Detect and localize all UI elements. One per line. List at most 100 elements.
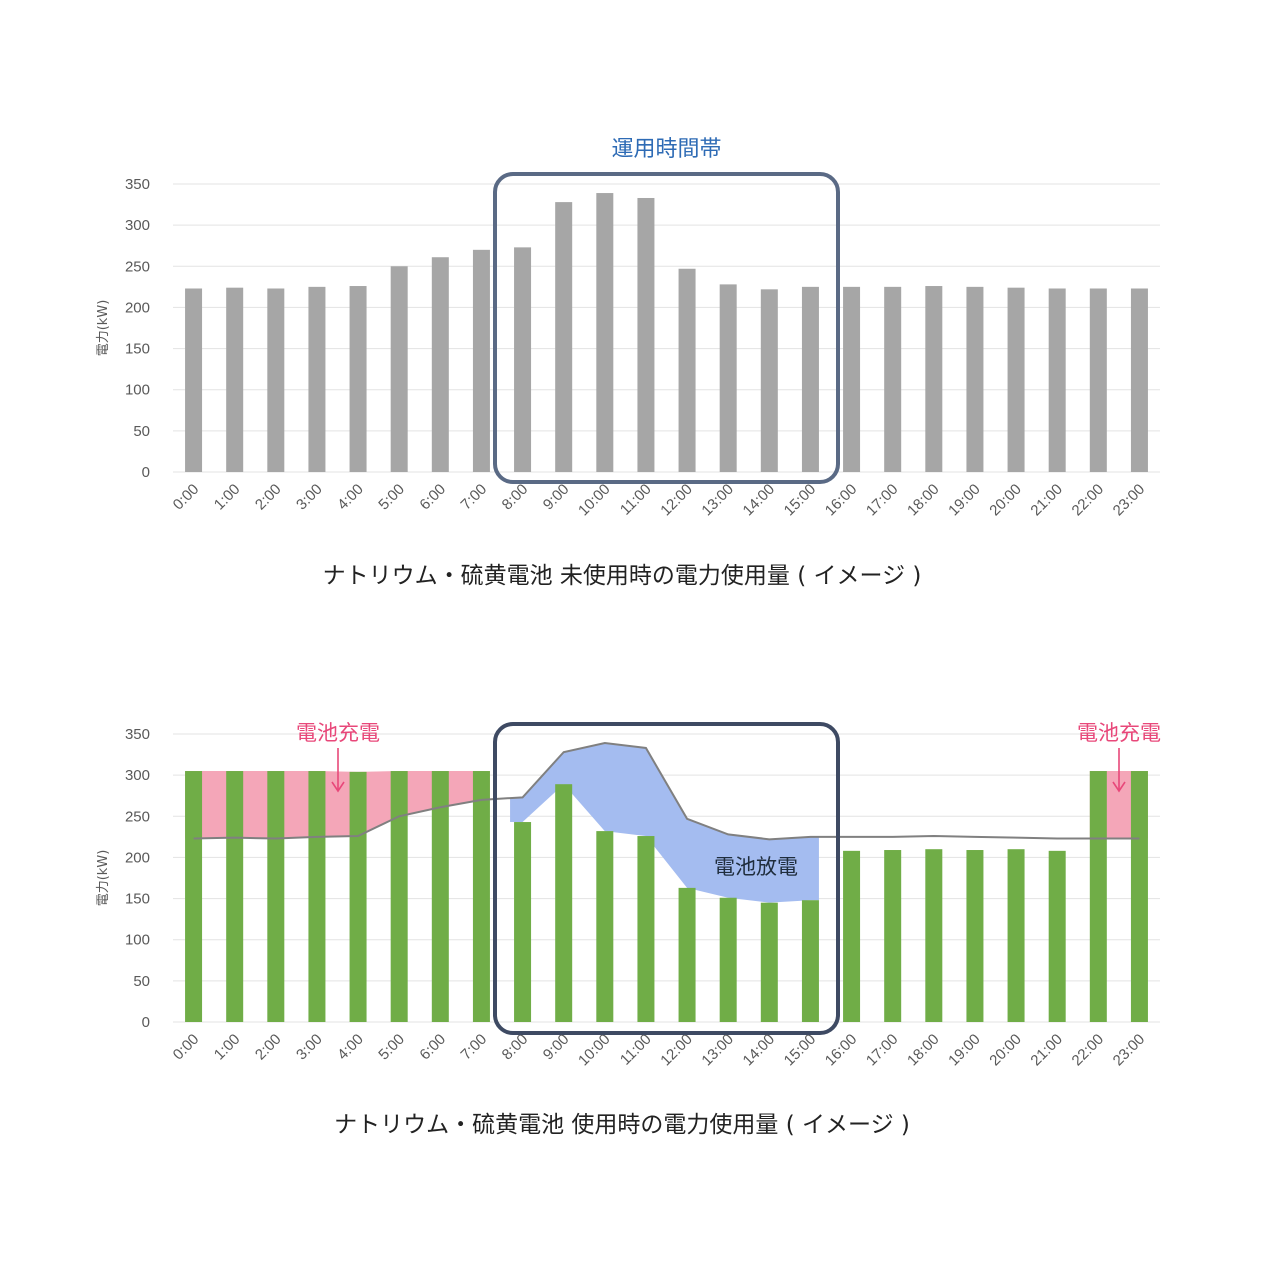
bar xyxy=(472,249,490,472)
y-tick-label: 50 xyxy=(133,973,150,990)
x-tick-label: 1:00 xyxy=(211,1031,244,1064)
charge-label-right: 電池充電 xyxy=(1077,721,1161,745)
bar xyxy=(760,902,778,1022)
y-tick-label: 100 xyxy=(125,932,150,949)
bar xyxy=(884,286,902,472)
y-tick-label: 250 xyxy=(125,808,150,825)
charge-area xyxy=(185,771,490,839)
bar xyxy=(514,822,532,1022)
y-tick-label: 200 xyxy=(125,849,150,866)
chart-without-battery: 0 50 100 150 200 250 300 350 電力(kW) 0:00 1:00 2:00 3… xyxy=(96,137,1160,589)
y-tick-label: 250 xyxy=(125,258,150,275)
baseline-usage-line xyxy=(193,742,1140,841)
y-tick-label: 0 xyxy=(142,1014,150,1031)
y-tick-label: 150 xyxy=(125,341,150,358)
operating-hours-box xyxy=(493,172,840,484)
operating-hours-box xyxy=(493,722,840,1035)
bar xyxy=(555,784,573,1022)
bar xyxy=(925,849,943,1022)
bar xyxy=(185,771,203,1022)
x-tick-label: 0:00 xyxy=(170,481,203,514)
x-tick-label: 3:00 xyxy=(293,1031,326,1064)
x-tick-label: 14:00 xyxy=(740,1031,779,1070)
x-tick-label: 9:00 xyxy=(540,481,573,514)
x-tick-label: 21:00 xyxy=(1027,481,1066,520)
y-tick-label: 300 xyxy=(125,767,150,784)
bar xyxy=(226,771,244,1022)
bar xyxy=(843,286,861,472)
bar xyxy=(1089,288,1107,472)
bar xyxy=(1130,771,1148,1022)
bar xyxy=(390,771,408,1022)
bar xyxy=(390,266,408,472)
x-tick-label: 7:00 xyxy=(458,481,491,514)
x-tick-label: 23:00 xyxy=(1110,1031,1149,1070)
x-tick-label: 18:00 xyxy=(904,1031,943,1070)
y-axis-label: 電力(kW) xyxy=(96,300,111,357)
bar xyxy=(267,771,285,1022)
bar xyxy=(431,257,449,472)
x-tick-label: 4:00 xyxy=(334,481,367,514)
bar xyxy=(637,836,655,1022)
chart-caption: ナトリウム・硫黄電池 使用時の電力使用量 ( イメージ ) xyxy=(334,1112,910,1138)
bar xyxy=(308,771,326,1022)
bar xyxy=(678,268,696,472)
x-tick-label: 9:00 xyxy=(540,1031,573,1064)
x-tick-label: 19:00 xyxy=(945,481,984,520)
bar xyxy=(349,286,367,472)
x-tick-label: 6:00 xyxy=(416,481,449,514)
bar xyxy=(1130,288,1148,472)
chart-with-battery: 0 50 100 150 200 250 300 350 電力(kW) 0:00 1:00 2:00 3… xyxy=(96,721,1161,1138)
bar xyxy=(596,831,614,1022)
discharge-label: 電池放電 xyxy=(714,855,798,879)
bar xyxy=(349,771,367,1022)
y-tick-label: 300 xyxy=(125,217,150,234)
x-tick-label: 16:00 xyxy=(822,1031,861,1070)
x-tick-label: 18:00 xyxy=(904,481,943,520)
x-tick-label: 15:00 xyxy=(781,481,820,520)
bar xyxy=(760,289,778,472)
bar xyxy=(1048,850,1066,1022)
bar xyxy=(884,850,902,1022)
x-tick-label: 3:00 xyxy=(293,481,326,514)
x-tick-label: 17:00 xyxy=(863,1031,902,1070)
y-tick-label: 350 xyxy=(125,726,150,743)
x-tick-label: 8:00 xyxy=(499,481,532,514)
x-tick-label: 20:00 xyxy=(986,481,1025,520)
x-tick-label: 13:00 xyxy=(698,1031,737,1070)
y-tick-label: 200 xyxy=(125,299,150,316)
x-tick-label: 2:00 xyxy=(252,1031,285,1064)
bar xyxy=(431,771,449,1022)
x-tick-label: 23:00 xyxy=(1110,481,1149,520)
x-tick-label: 5:00 xyxy=(375,1031,408,1064)
bar xyxy=(267,288,285,472)
bar xyxy=(596,193,614,472)
bar xyxy=(925,286,943,472)
y-tick-label: 50 xyxy=(133,423,150,440)
x-tick-label: 12:00 xyxy=(657,1031,696,1070)
x-tick-label: 22:00 xyxy=(1069,481,1108,520)
bar xyxy=(185,288,203,472)
bar xyxy=(1007,287,1025,472)
bar xyxy=(801,900,819,1022)
x-tick-label: 15:00 xyxy=(781,1031,820,1070)
x-tick-label: 4:00 xyxy=(334,1031,367,1064)
bar xyxy=(966,850,984,1022)
y-tick-label: 100 xyxy=(125,382,150,399)
y-axis-label: 電力(kW) xyxy=(96,850,111,907)
chart-caption: ナトリウム・硫黄電池 未使用時の電力使用量 ( イメージ ) xyxy=(323,563,922,589)
x-tick-label: 1:00 xyxy=(211,481,244,514)
bar xyxy=(1048,288,1066,472)
operating-hours-label: 運用時間帯 xyxy=(611,137,721,162)
x-tick-label: 12:00 xyxy=(657,481,696,520)
charge-label-left: 電池充電 xyxy=(296,721,380,745)
x-tick-label: 16:00 xyxy=(822,481,861,520)
y-tick-label: 350 xyxy=(125,176,150,193)
x-tick-label: 10:00 xyxy=(575,1031,614,1070)
x-tick-label: 11:00 xyxy=(617,481,655,519)
arrow-head-icon xyxy=(1112,781,1126,793)
x-tick-label: 17:00 xyxy=(863,481,902,520)
bar xyxy=(514,247,532,472)
x-tick-label: 10:00 xyxy=(575,481,614,520)
